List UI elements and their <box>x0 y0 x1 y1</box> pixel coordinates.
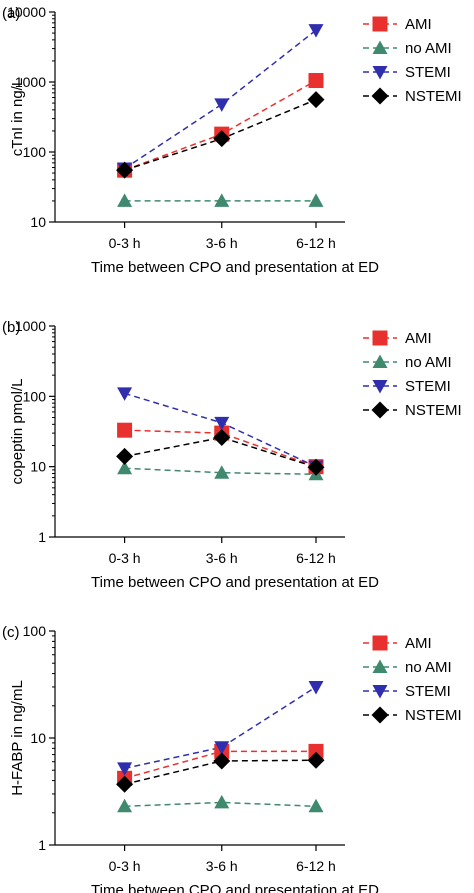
y-axis-title: H-FABP in ng/mL <box>9 680 26 796</box>
x-tick-label: 0-3 h <box>109 550 141 566</box>
legend-marker <box>372 40 388 54</box>
y-tick-label: 1000 <box>15 318 46 334</box>
data-point-no-ami <box>214 794 230 809</box>
x-tick-label: 3-6 h <box>206 550 238 566</box>
x-tick-label: 6-12 h <box>296 235 336 251</box>
x-tick-label: 6-12 h <box>296 550 336 566</box>
data-point-no-ami <box>117 798 133 813</box>
series-line-nstemi <box>124 436 317 468</box>
data-point-stemi <box>308 680 324 695</box>
legend-label: AMI <box>405 16 432 33</box>
data-point-stemi <box>214 416 230 431</box>
series-line-ami <box>124 429 317 468</box>
legend-marker <box>372 354 388 368</box>
data-point-no-ami <box>117 460 133 475</box>
data-point-nstemi <box>116 447 134 465</box>
legend-label: NSTEMI <box>405 88 462 105</box>
legend-label: no AMI <box>405 354 452 371</box>
legend-label: STEMI <box>405 378 451 395</box>
data-point-stemi <box>214 741 230 755</box>
legend-marker <box>372 380 388 394</box>
y-tick-label: 100 <box>23 144 47 160</box>
y-tick-label: 10 <box>30 214 46 230</box>
data-point-ami <box>308 743 324 759</box>
data-point-nstemi <box>213 428 231 446</box>
x-tick-label: 3-6 h <box>206 235 238 251</box>
y-tick-label: 100 <box>23 623 47 639</box>
y-tick-label: 1 <box>38 837 46 853</box>
legend-marker <box>372 685 388 699</box>
legend-marker <box>371 87 389 105</box>
data-point-stemi <box>214 98 230 112</box>
data-point-nstemi <box>307 751 325 769</box>
data-point-no-ami <box>308 193 324 207</box>
legend-marker <box>371 401 389 419</box>
data-point-ami <box>308 73 324 89</box>
x-tick-label: 0-3 h <box>109 235 141 251</box>
chart-panel-1: (a) 10 100 1000 10000 0-3 h 3-6 h 6-12 h Time be… <box>2 4 462 276</box>
legend-marker <box>372 16 388 32</box>
x-axis-title: Time between CPO and presentation at ED <box>91 882 379 893</box>
data-point-no-ami <box>214 193 230 207</box>
legend-label: AMI <box>405 635 432 652</box>
legend-marker <box>372 659 388 673</box>
panel-label: (a) <box>2 5 20 22</box>
data-point-ami <box>117 422 133 438</box>
data-point-stemi <box>117 762 133 776</box>
chart-panel-2: (b) 1 10 100 1000 0-3 h 3-6 h 6-12 h Time betwee… <box>2 318 462 591</box>
x-tick-label: 6-12 h <box>296 858 336 874</box>
legend-marker <box>372 66 388 80</box>
legend-marker <box>371 706 389 724</box>
legend-label: NSTEMI <box>405 707 462 724</box>
series-line-no-ami <box>124 801 317 808</box>
y-tick-label: 100 <box>23 388 47 404</box>
legend-label: STEMI <box>405 683 451 700</box>
data-point-no-ami <box>214 465 230 479</box>
series-line-no-ami <box>124 467 317 476</box>
data-point-nstemi <box>116 161 134 179</box>
panel-label: (b) <box>2 319 20 336</box>
legend-label: no AMI <box>405 659 452 676</box>
y-tick-label: 1 <box>38 529 46 545</box>
x-tick-label: 0-3 h <box>109 858 141 874</box>
data-point-nstemi <box>307 91 325 109</box>
y-axis-title: copeptin pmol/L <box>9 379 26 485</box>
data-point-no-ami <box>308 798 324 813</box>
data-point-no-ami <box>117 193 133 207</box>
y-axis-title: cTnI in ng/L <box>9 78 26 156</box>
y-tick-label: 1000 <box>15 74 46 90</box>
y-tick-label: 10 <box>30 730 46 746</box>
x-axis-title: Time between CPO and presentation at ED <box>91 259 379 276</box>
y-tick-label: 10 <box>30 459 46 475</box>
legend-marker <box>372 330 388 346</box>
series-line-ami <box>124 79 317 171</box>
legend-marker <box>372 635 388 651</box>
data-point-nstemi <box>213 752 231 770</box>
chart-panel-3: (c) 1 10 100 0-3 h 3-6 h 6-12 h Time between CP… <box>2 623 462 893</box>
legend-label: no AMI <box>405 40 452 57</box>
series-line-stemi <box>124 686 317 770</box>
x-axis-title: Time between CPO and presentation at ED <box>91 574 379 591</box>
panel-label: (c) <box>2 624 20 641</box>
legend-label: STEMI <box>405 64 451 81</box>
data-point-stemi <box>117 387 133 401</box>
data-point-nstemi <box>307 458 325 476</box>
data-point-stemi <box>308 24 324 38</box>
series-line-nstemi <box>124 759 317 785</box>
data-point-nstemi <box>213 130 231 148</box>
legend-label: AMI <box>405 330 432 347</box>
legend-label: NSTEMI <box>405 402 462 419</box>
x-tick-label: 3-6 h <box>206 858 238 874</box>
y-tick-label: 10000 <box>7 4 46 20</box>
data-point-nstemi <box>116 775 134 793</box>
